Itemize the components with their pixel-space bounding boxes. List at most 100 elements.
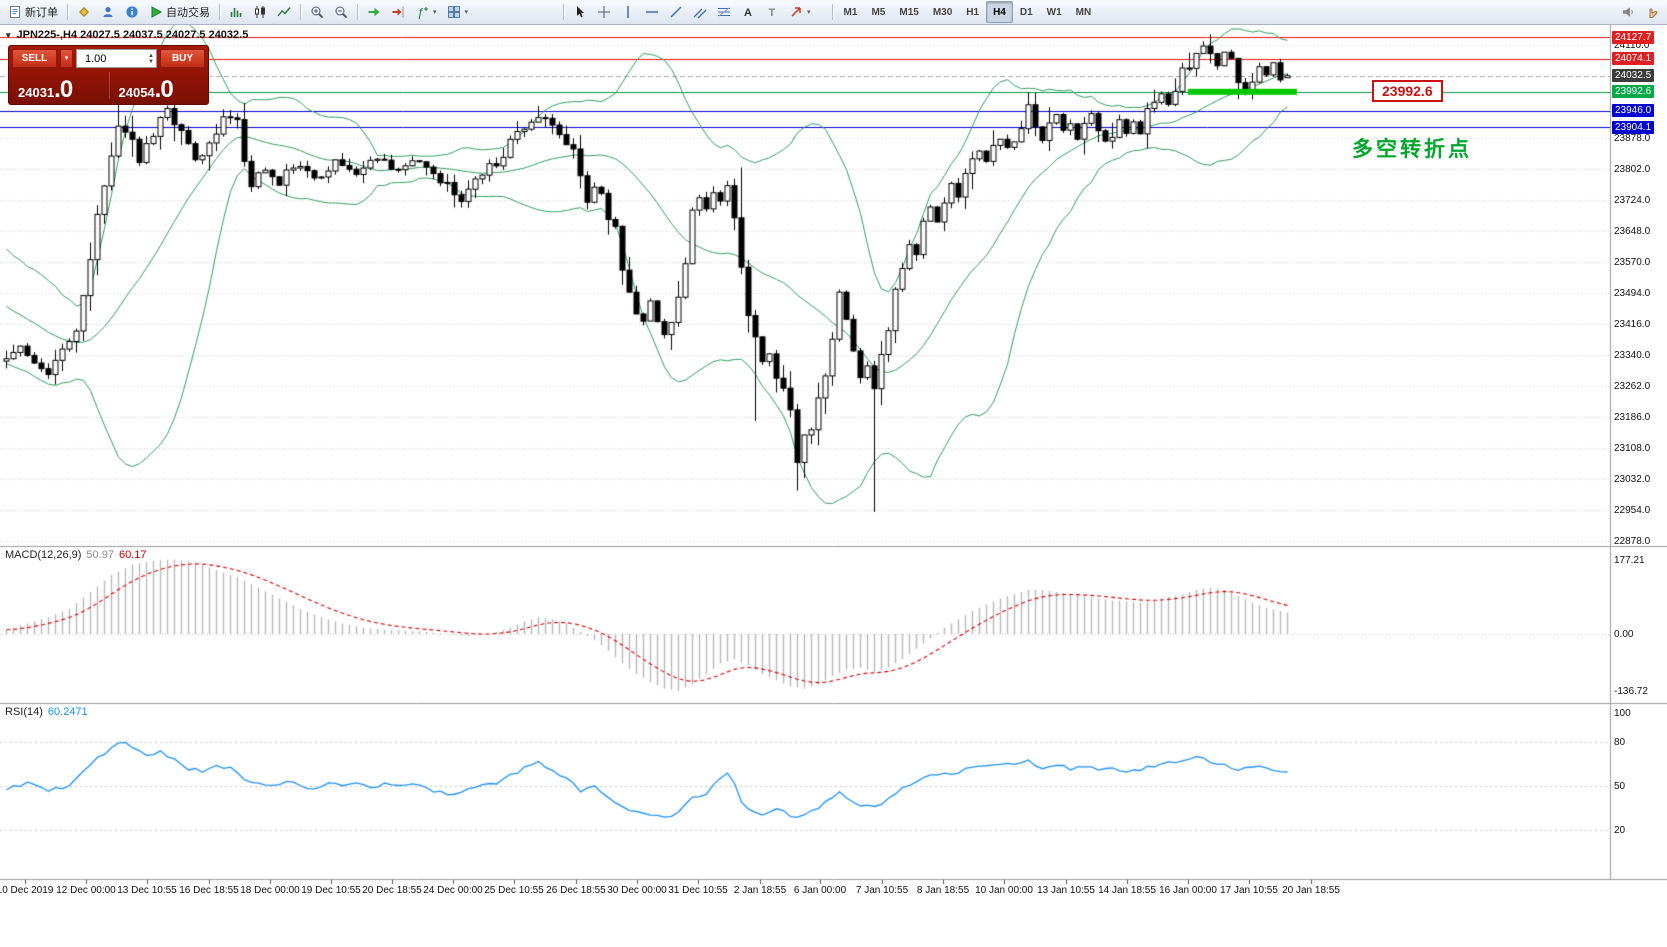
rsi-axis-value: 50 — [1614, 781, 1626, 792]
buy-button[interactable]: BUY — [160, 49, 205, 68]
indicator-icon: ƒ — [415, 5, 429, 19]
volume-dropdown-icon[interactable]: ▾ — [60, 49, 73, 68]
assistance-button[interactable] — [1640, 1, 1664, 23]
time-axis[interactable]: 10 Dec 2019 12 Dec 00:00 13 Dec 10:55 16 De… — [0, 883, 1610, 899]
volume-field[interactable]: 1.00 ▲ ▼ — [76, 49, 157, 68]
autotrading-button[interactable]: 自动交易 — [144, 1, 215, 23]
horizontal-line-button[interactable] — [640, 1, 664, 23]
dropdown-arrow-icon[interactable]: ▾ — [464, 9, 469, 16]
trendline-button[interactable] — [664, 1, 688, 23]
arrows-button[interactable]: ▾ — [784, 1, 816, 23]
time-tick-label: 8 Jan 18:55 — [916, 885, 970, 896]
vline-icon — [621, 5, 635, 19]
candles-icon — [253, 5, 267, 19]
price-tick: 22878.0 — [1614, 536, 1651, 547]
svg-text:A: A — [744, 7, 752, 19]
indicators-list-button[interactable]: ƒ ▾ — [410, 1, 442, 23]
data-window-button[interactable] — [120, 1, 144, 23]
tile-windows-button[interactable]: ▾ — [442, 1, 474, 23]
zoom-in-button[interactable] — [305, 1, 329, 23]
price-tick: 23802.0 — [1614, 163, 1651, 175]
timeframe-m1-button[interactable]: M1 — [843, 6, 858, 18]
new-order-button[interactable]: 新订单 — [3, 1, 63, 23]
market-watch-button[interactable] — [96, 1, 120, 23]
fibonacci-retracement-button[interactable] — [712, 1, 736, 23]
dropdown-arrow-icon[interactable]: ▾ — [807, 9, 811, 16]
volume-value: 1.00 — [85, 52, 107, 65]
timeframe-mn-button[interactable]: MN — [1075, 6, 1092, 18]
toolbar-right-group — [1616, 1, 1664, 23]
hand-icon — [1645, 5, 1659, 19]
price-tick: 23724.0 — [1614, 195, 1651, 207]
price-tick: 23108.0 — [1614, 443, 1651, 455]
time-tick-label: 18 Dec 00:00 — [240, 885, 300, 896]
timeframe-m15-button[interactable]: M15 — [899, 6, 919, 18]
equidistant-channel-button[interactable] — [688, 1, 712, 23]
volume-spinner[interactable]: ▲ ▼ — [148, 53, 154, 65]
price-axis[interactable]: 24110.0 23878.0 23802.0 23724.0 23648.0 23570… — [1612, 0, 1667, 947]
cursor-icon — [573, 5, 587, 19]
timeframe-d1-button[interactable]: D1 — [1019, 6, 1033, 18]
rsi-axis-value: 20 — [1614, 825, 1626, 837]
text-label-button[interactable]: T — [760, 1, 784, 23]
volume-up-icon[interactable]: ▲ — [148, 52, 154, 59]
crosshair-icon — [597, 5, 611, 19]
candlestick-chart-button[interactable] — [248, 1, 272, 23]
bars-icon — [229, 5, 243, 19]
line-chart-button[interactable] — [272, 1, 296, 23]
symbol-ohlc-text: JPN225-,H4 24027.5 24037.5 24027.5 24032… — [16, 29, 249, 41]
cursor-button[interactable] — [568, 1, 592, 23]
crosshair-button[interactable] — [592, 1, 616, 23]
rsi-value: 60.2471 — [47, 706, 88, 718]
time-tick-label: 19 Dec 10:55 — [301, 885, 361, 896]
bar-chart-button[interactable] — [224, 1, 248, 23]
sell-button[interactable]: SELL — [12, 49, 57, 68]
price-label-box[interactable]: 23992.6 — [1372, 80, 1443, 102]
price-tick: 23340.0 — [1614, 349, 1651, 361]
news-button[interactable] — [1616, 1, 1640, 23]
timeframe-w1-button[interactable]: W1 — [1046, 6, 1062, 18]
price-tick: 23032.0 — [1614, 473, 1651, 485]
dropdown-arrow-icon[interactable]: ▾ — [433, 9, 437, 16]
sell-price[interactable]: 24031.0 — [12, 78, 105, 102]
chart-shift-button[interactable] — [386, 1, 410, 23]
price-tick: 22954.0 — [1614, 505, 1651, 517]
time-tick-label: 13 Jan 10:55 — [1037, 885, 1095, 896]
buy-price[interactable]: 24054.0 — [105, 78, 206, 102]
timeframe-h1-button[interactable]: H1 — [966, 6, 980, 18]
rsi-axis-value: 100 — [1614, 707, 1631, 719]
text-button[interactable]: A — [736, 1, 760, 23]
main-toolbar: 新订单 自动交易 ƒ ▾ ▾ A T ▾ M1 M5 M15 M30 H1 H4 D1 W1 MN — [0, 0, 1667, 25]
toolbar-separator — [219, 4, 220, 20]
time-tick-label: 20 Jan 18:55 — [1282, 885, 1340, 896]
price-tick: 23416.0 — [1614, 319, 1651, 331]
sound-icon — [1621, 5, 1635, 19]
macd-axis-value: 0.00 — [1614, 629, 1634, 640]
metaeditor-button[interactable] — [72, 1, 96, 23]
toolbar-separator — [563, 4, 565, 20]
play-icon — [149, 5, 163, 19]
toolbar-separator — [67, 4, 68, 20]
timeframe-m30-button[interactable]: M30 — [932, 6, 953, 18]
timeframe-m5-button[interactable]: M5 — [871, 6, 886, 18]
labelT-icon: T — [765, 5, 779, 19]
tile-icon — [447, 5, 461, 19]
price-tick: 23570.0 — [1614, 257, 1651, 269]
person-icon — [101, 5, 115, 19]
timeframe-h4-button[interactable]: H4 — [986, 1, 1013, 23]
volume-down-icon[interactable]: ▼ — [148, 58, 154, 65]
page-icon — [8, 5, 22, 19]
diamond-icon — [77, 5, 91, 19]
macd-main-value: 50.97 — [86, 549, 114, 561]
macd-signal-value: 60.17 — [118, 549, 147, 561]
zoomout-icon — [334, 5, 348, 19]
info-icon — [125, 5, 139, 19]
textA-icon: A — [741, 5, 755, 19]
zoom-out-button[interactable] — [329, 1, 353, 23]
vertical-line-button[interactable] — [616, 1, 640, 23]
time-tick-label: 7 Jan 10:55 — [855, 885, 909, 896]
auto-scroll-button[interactable] — [362, 1, 386, 23]
trade-panel-controls: SELL ▾ 1.00 ▲ ▼ BUY — [12, 49, 205, 68]
one-click-toggle-icon[interactable]: ▾ — [6, 29, 11, 40]
